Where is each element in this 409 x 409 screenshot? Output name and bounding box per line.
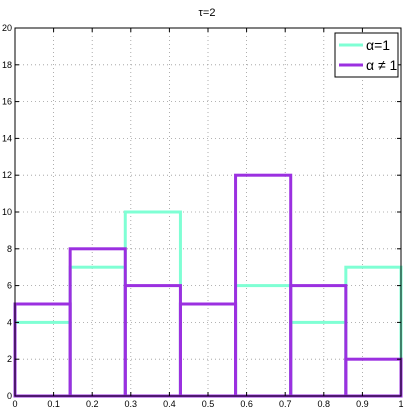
- y-tick-label: 16: [2, 97, 12, 107]
- y-tick-label: 6: [7, 281, 12, 291]
- y-tick-label: 0: [7, 391, 12, 401]
- y-tick-label: 20: [2, 23, 12, 33]
- x-tick-label: 0.1: [47, 399, 60, 409]
- legend: α=1 α ≠ 1: [334, 32, 399, 78]
- x-tick-label: 1: [398, 399, 403, 409]
- x-tick-label: 0.2: [86, 399, 99, 409]
- x-tick-label: 0.5: [202, 399, 215, 409]
- x-tick-label: 0.4: [163, 399, 176, 409]
- x-tick-label: 0.8: [318, 399, 331, 409]
- y-tick-label: 8: [7, 244, 12, 254]
- y-axis-ticks: 0 2 4 6 8 10 12 14 16 18 20: [2, 23, 401, 401]
- x-tick-label: 0: [12, 399, 17, 409]
- x-axis-ticks: 0 0.1 0.2 0.3 0.4 0.5 0.6 0.7 0.8 0.9 1: [12, 28, 404, 409]
- x-tick-label: 0.7: [279, 399, 292, 409]
- y-tick-label: 18: [2, 60, 12, 70]
- legend-box: [334, 32, 399, 78]
- y-tick-label: 12: [2, 170, 12, 180]
- legend-label-alpha-not-1: α ≠ 1: [366, 57, 398, 73]
- x-tick-label: 0.3: [125, 399, 138, 409]
- chart-title: τ=2: [199, 7, 216, 19]
- legend-label-alpha-1: α=1: [366, 37, 390, 53]
- y-tick-label: 14: [2, 133, 12, 143]
- y-tick-label: 4: [7, 317, 12, 327]
- y-tick-label: 10: [2, 207, 12, 217]
- x-tick-label: 0.6: [240, 399, 253, 409]
- x-tick-label: 0.9: [356, 399, 369, 409]
- y-tick-label: 2: [7, 354, 12, 364]
